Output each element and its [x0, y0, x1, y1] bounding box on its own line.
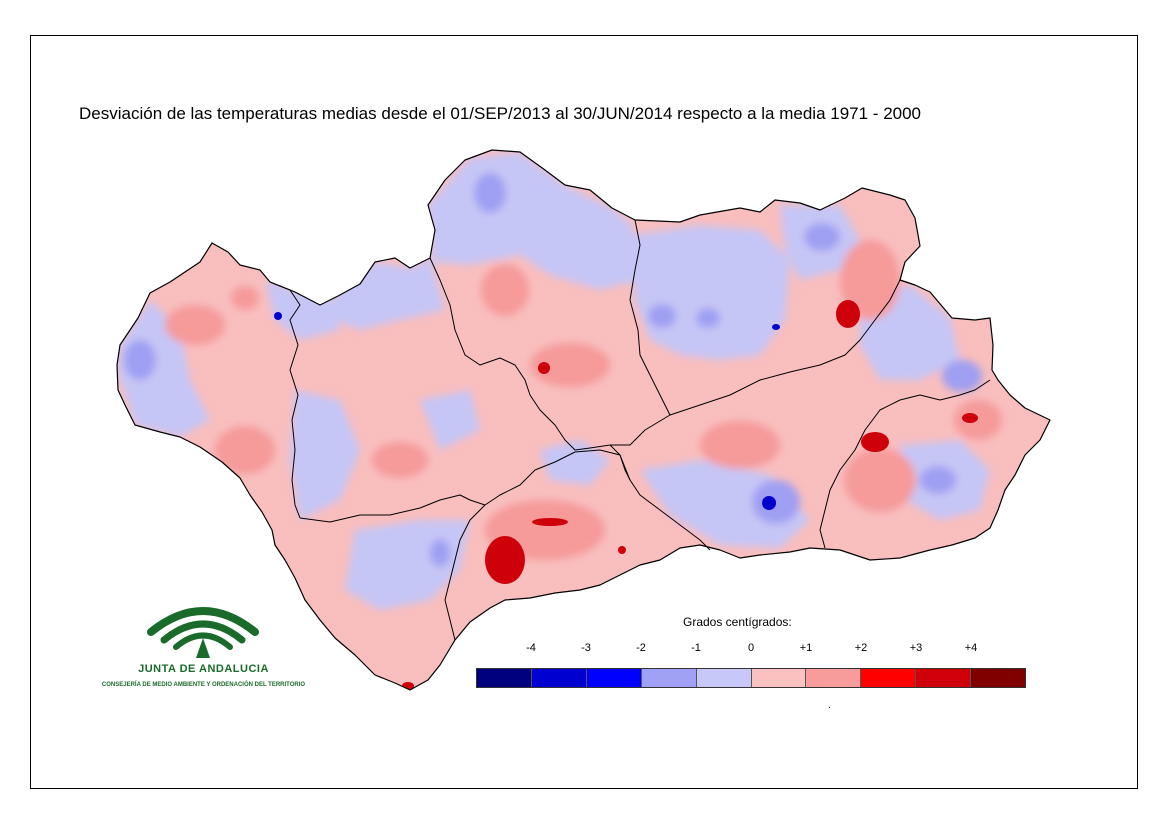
logo-subtitle: CONSEJERÍA DE MEDIO AMBIENTE Y ORDENACIÓ… [101, 682, 306, 688]
legend-title: Grados centígrados: [683, 615, 792, 629]
map-title: Desviación de las temperaturas medias de… [79, 104, 922, 123]
logo-emblem-icon [147, 607, 259, 658]
legend-tick-label: -2 [636, 642, 646, 654]
legend-tick-label: +1 [799, 642, 813, 654]
legend-tick-label: 0 [747, 642, 755, 654]
junta-de-andalucia-logo: JUNTA DE ANDALUCIA CONSEJERÍA DE MEDIO A… [96, 600, 311, 695]
map-frame [30, 35, 1138, 789]
legend-swatch [971, 669, 1026, 687]
legend-swatch [531, 669, 587, 687]
legend-swatch [696, 669, 752, 687]
legend-swatch [586, 669, 642, 687]
legend-footnote: . [828, 700, 831, 711]
legend-tick-label: -3 [581, 642, 591, 654]
legend-tick-label: +2 [854, 642, 868, 654]
legend-color-bar [476, 668, 1026, 688]
legend-swatch [806, 669, 862, 687]
legend-swatch [751, 669, 807, 687]
province-borders [269, 219, 991, 641]
logo-name: JUNTA DE ANDALUCIA [138, 663, 269, 675]
legend-tick-label: +4 [964, 642, 978, 654]
legend-swatch [477, 669, 532, 687]
legend-swatch [916, 669, 972, 687]
andalucia-border [116, 149, 1051, 691]
legend-tick-label: -1 [691, 642, 701, 654]
legend-swatch [861, 669, 917, 687]
legend-tick-label: -4 [526, 642, 536, 654]
legend-swatch [641, 669, 697, 687]
legend-tick-label: +3 [909, 642, 923, 654]
